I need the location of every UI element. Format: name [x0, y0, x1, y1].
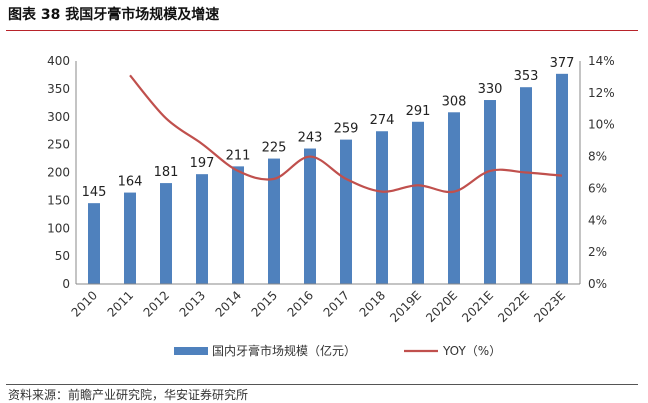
bar [88, 203, 100, 284]
left-tick-label: 250 [47, 138, 70, 152]
bar-data-label: 211 [226, 148, 251, 163]
right-tick-label: 12% [588, 86, 615, 100]
legend-bar-swatch [174, 347, 208, 355]
x-tick-label: 2010 [69, 288, 100, 319]
x-tick-label: 2019E [387, 288, 424, 325]
legend: 国内牙膏市场规模（亿元） YOY（%） [174, 343, 501, 358]
bar-series [88, 73, 568, 285]
x-tick-label: 2016 [285, 288, 316, 319]
right-tick-label: 14% [588, 54, 615, 68]
bar-data-label: 145 [82, 185, 107, 200]
left-tick-label: 150 [47, 193, 70, 207]
source-rule [6, 384, 638, 385]
bar-data-labels: 145 164 181 197 211 225 243 259 274 291 308 330 353 3… [82, 56, 575, 200]
right-axis: 0% 2% 4% 6% 8% 10% 12% 14% [579, 54, 615, 291]
right-tick-label: 10% [588, 118, 615, 132]
bar-data-label: 259 [334, 122, 359, 137]
bar [484, 100, 496, 285]
yoy-line [129, 74, 563, 194]
bar [232, 166, 244, 284]
left-tick-label: 200 [47, 166, 70, 180]
left-tick-label: 300 [47, 110, 70, 124]
legend-bar-label: 国内牙膏市场规模（亿元） [212, 343, 356, 358]
x-tick-label: 2017 [321, 288, 352, 319]
left-axis: 0 50 100 150 200 250 300 350 400 [47, 54, 77, 291]
right-tick-label: 4% [588, 213, 607, 227]
x-tick-label: 2020E [423, 288, 460, 325]
left-tick-label: 350 [47, 82, 70, 96]
bar-data-label: 291 [406, 104, 431, 119]
bar-data-label: 308 [442, 94, 467, 109]
left-tick-label: 100 [47, 221, 70, 235]
x-tick-label: 2012 [141, 288, 172, 319]
right-tick-label: 2% [588, 245, 607, 259]
bar [304, 148, 316, 284]
bar-data-label: 197 [190, 156, 215, 171]
bar-data-label: 353 [514, 69, 539, 84]
x-tick-label: 2013 [177, 288, 208, 319]
x-tick-label: 2021E [459, 288, 496, 325]
bar-data-label: 377 [550, 56, 575, 71]
left-tick-label: 0 [62, 277, 70, 291]
bar-data-label: 274 [370, 113, 395, 128]
left-tick-label: 50 [55, 249, 70, 263]
bar-data-label: 164 [118, 175, 143, 190]
bar [520, 87, 532, 284]
legend-line-label: YOY（%） [442, 344, 501, 358]
bar [412, 121, 424, 284]
bar [160, 183, 172, 284]
x-tick-label: 2014 [213, 288, 244, 319]
x-tick-label: 2023E [531, 288, 568, 325]
x-tick-label: 2018 [357, 288, 388, 319]
figure-title: 图表 38 我国牙膏市场规模及增速 [8, 7, 220, 23]
x-axis: 2010 2011 2012 2013 2014 2015 2016 2017 2018 2019… [69, 283, 580, 325]
bar [376, 131, 388, 284]
bar-data-label: 225 [262, 141, 287, 156]
x-tick-label: 2011 [105, 288, 136, 319]
x-tick-label: 2015 [249, 288, 280, 319]
right-tick-label: 0% [588, 277, 607, 291]
source-note: 资料来源：前瞻产业研究院，华安证券研究所 [8, 388, 249, 402]
bar [448, 112, 460, 284]
bar [124, 192, 136, 284]
bar-data-label: 181 [154, 165, 179, 180]
title-rule [6, 30, 638, 31]
bar-data-label: 330 [478, 82, 503, 97]
bar [196, 174, 208, 284]
right-tick-label: 8% [588, 150, 607, 164]
bar [340, 139, 352, 284]
right-tick-label: 6% [588, 181, 607, 195]
bar-data-label: 243 [298, 131, 323, 146]
bar [556, 73, 568, 284]
x-tick-label: 2022E [495, 288, 532, 325]
left-tick-label: 400 [47, 54, 70, 68]
bar [268, 158, 280, 284]
